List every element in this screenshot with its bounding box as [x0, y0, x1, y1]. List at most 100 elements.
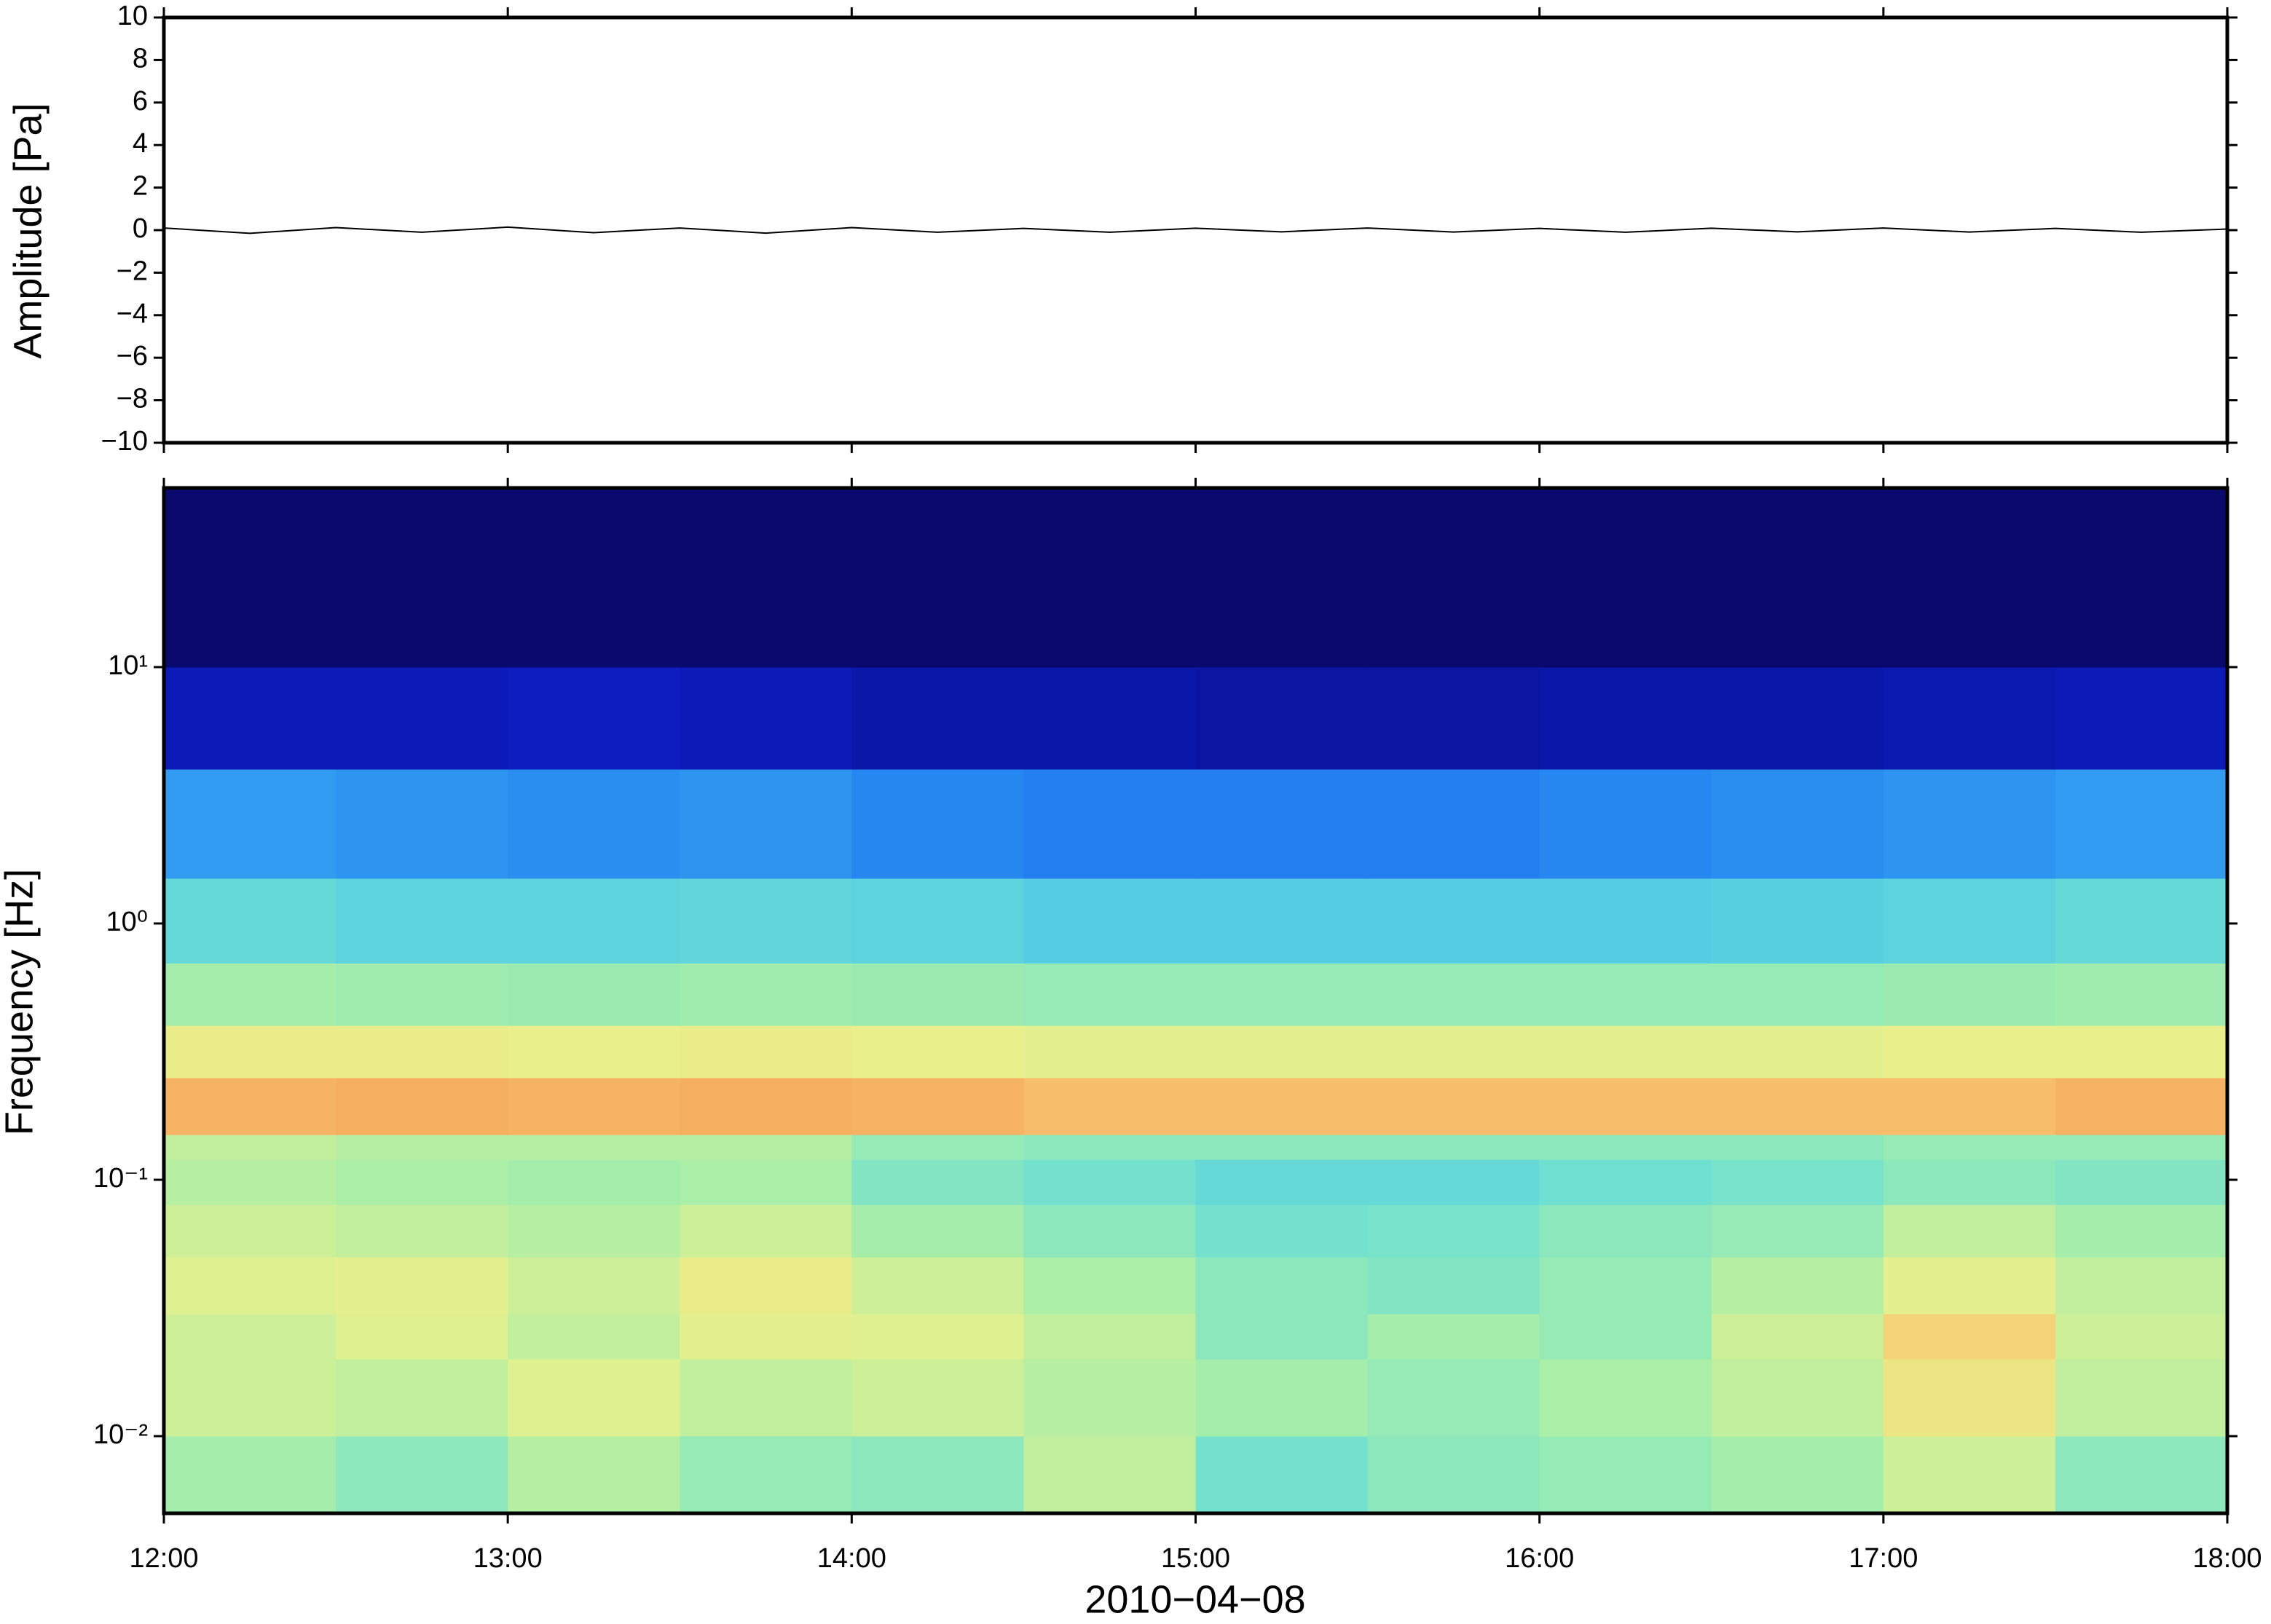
y-tick-label: 10⁰: [106, 907, 148, 937]
heatmap-cell: [1883, 1159, 2056, 1205]
heatmap-cell: [164, 769, 336, 879]
heatmap-cell: [164, 667, 336, 770]
heatmap-cell: [1367, 1205, 1540, 1258]
heatmap-cell: [1023, 488, 1196, 668]
y-axis-title: Frequency [Hz]: [0, 869, 41, 1135]
heatmap-cell: [164, 1135, 336, 1160]
heatmap-cell: [1023, 1314, 1196, 1360]
heatmap-cell: [1195, 878, 1369, 964]
heatmap-cell: [1883, 963, 2056, 1026]
heatmap-cell: [1023, 1205, 1196, 1258]
heatmap-cell: [164, 878, 336, 964]
heatmap-cell: [680, 769, 852, 879]
heatmap-cell: [164, 1359, 336, 1437]
heatmap-cell: [2055, 878, 2228, 964]
heatmap-cell: [680, 1436, 852, 1514]
heatmap-cell: [1539, 1135, 1712, 1160]
heatmap-cell: [1711, 667, 1884, 770]
heatmap-cell: [164, 488, 336, 668]
heatmap-cell: [508, 667, 680, 770]
y-tick-label: 4: [133, 128, 148, 159]
y-axis-title: Amplitude [Pa]: [6, 103, 50, 358]
y-tick-label: 10⁻¹: [93, 1163, 148, 1194]
heatmap-cell: [2055, 963, 2228, 1026]
heatmap-cell: [680, 1359, 852, 1437]
heatmap-cell: [1195, 1359, 1369, 1437]
heatmap-cell: [336, 878, 508, 964]
x-axis-title: 2010−04−08: [1085, 1577, 1305, 1621]
y-tick-label: 2: [133, 171, 148, 202]
y-tick-label: −6: [117, 341, 148, 371]
heatmap-cell: [680, 1257, 852, 1314]
heatmap-cell: [2055, 1159, 2228, 1205]
heatmap-cell: [2055, 1314, 2228, 1360]
heatmap-cell: [508, 878, 680, 964]
x-tick-label: 15:00: [1161, 1543, 1230, 1574]
heatmap-cell: [1023, 667, 1196, 770]
heatmap-cell: [508, 1436, 680, 1514]
heatmap-cell: [164, 1025, 336, 1079]
heatmap-cell: [508, 1314, 680, 1360]
y-tick-label: 0: [133, 213, 148, 244]
y-tick-label: −10: [101, 426, 148, 457]
heatmap-cell: [1883, 1314, 2056, 1360]
heatmap-cell: [1023, 1257, 1196, 1314]
heatmap-cell: [1023, 1159, 1196, 1205]
heatmap-cell: [2055, 1077, 2228, 1135]
heatmap-cell: [508, 1025, 680, 1079]
heatmap-cell: [336, 1436, 508, 1514]
heatmap-cell: [851, 488, 1024, 668]
heatmap-cell: [851, 1436, 1024, 1514]
heatmap-cell: [1367, 1135, 1540, 1160]
heatmap-cell: [1195, 488, 1369, 668]
heatmap-cell: [508, 488, 680, 668]
heatmap-cell: [1195, 667, 1369, 770]
heatmap-cell: [1367, 1025, 1540, 1079]
heatmap-cell: [1023, 1077, 1196, 1135]
heatmap-cell: [1367, 1436, 1540, 1514]
heatmap-cell: [1367, 963, 1540, 1026]
heatmap-cell: [1539, 1314, 1712, 1360]
heatmap-cell: [336, 1135, 508, 1160]
heatmap-cell: [1883, 667, 2056, 770]
heatmap-cell: [851, 1135, 1024, 1160]
heatmap-cell: [164, 1077, 336, 1135]
y-tick-label: 10⁻²: [93, 1419, 148, 1450]
heatmap-cell: [1539, 1205, 1712, 1258]
heatmap-cell: [336, 1205, 508, 1258]
heatmap-cell: [1711, 1359, 1884, 1437]
heatmap-cell: [680, 1025, 852, 1079]
heatmap-cell: [164, 963, 336, 1026]
heatmap-cell: [1711, 1205, 1884, 1258]
heatmap-cell: [1023, 1359, 1196, 1437]
x-tick-label: 18:00: [2192, 1543, 2262, 1574]
x-tick-label: 13:00: [473, 1543, 543, 1574]
heatmap-cell: [680, 963, 852, 1026]
heatmap-cell: [1711, 963, 1884, 1026]
heatmap-cell: [1023, 769, 1196, 879]
heatmap-cell: [336, 1257, 508, 1314]
heatmap-cell: [1539, 878, 1712, 964]
heatmap-cell: [851, 1025, 1024, 1079]
heatmap-cell: [1539, 1159, 1712, 1205]
heatmap-cell: [1367, 488, 1540, 668]
heatmap-cell: [1711, 769, 1884, 879]
heatmap-cell: [1883, 769, 2056, 879]
heatmap-cell: [1539, 667, 1712, 770]
y-tick-label: 8: [133, 43, 148, 74]
heatmap-cell: [508, 1359, 680, 1437]
heatmap-cell: [1367, 1359, 1540, 1437]
heatmap-cell: [1367, 667, 1540, 770]
heatmap-cell: [1367, 769, 1540, 879]
heatmap-cell: [336, 1159, 508, 1205]
heatmap-cell: [508, 1159, 680, 1205]
heatmap-cell: [851, 1205, 1024, 1258]
heatmap-cell: [680, 488, 852, 668]
heatmap-cell: [164, 1159, 336, 1205]
heatmap-cell: [1367, 1077, 1540, 1135]
heatmap-cell: [1711, 1436, 1884, 1514]
heatmap-cell: [851, 1077, 1024, 1135]
heatmap-cell: [336, 1314, 508, 1360]
heatmap-cell: [851, 878, 1024, 964]
heatmap-cell: [2055, 769, 2228, 879]
